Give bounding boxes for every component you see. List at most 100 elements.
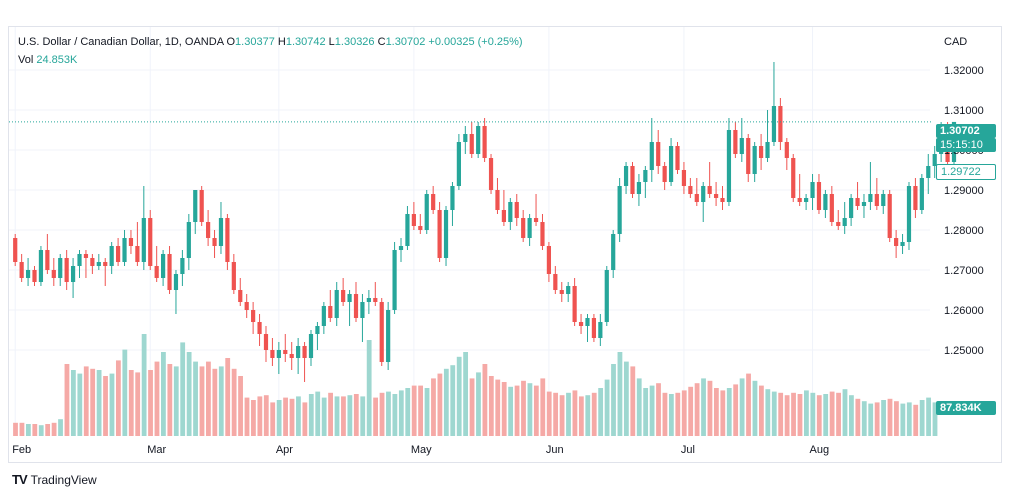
candle[interactable] [591,314,597,342]
candle[interactable] [900,234,905,254]
candle[interactable] [765,110,770,162]
candle[interactable] [778,98,783,150]
candle[interactable] [868,162,873,210]
candle[interactable] [161,250,166,286]
candle[interactable] [849,194,854,226]
candle[interactable] [186,214,191,270]
candle[interactable] [823,190,828,218]
candle[interactable] [726,118,732,206]
candle[interactable] [668,138,674,186]
candle[interactable] [913,178,918,218]
candle[interactable] [45,234,50,274]
candle[interactable] [527,214,532,246]
candle[interactable] [122,230,127,266]
candle[interactable] [64,250,69,290]
candle[interactable] [636,174,642,206]
candle[interactable] [771,62,777,146]
candle[interactable] [450,182,455,226]
candle[interactable] [173,270,179,314]
candle[interactable] [32,266,37,286]
candle[interactable] [103,258,108,286]
candle[interactable] [578,314,584,334]
candle[interactable] [13,234,18,266]
candle[interactable] [128,230,134,254]
candle[interactable] [881,190,886,214]
candle[interactable] [193,190,198,234]
candle[interactable] [501,190,506,226]
candle[interactable] [694,178,699,206]
tradingview-branding[interactable]: TV TradingView [12,472,97,487]
candle[interactable] [257,314,262,346]
candle[interactable] [842,202,847,234]
candle[interactable] [225,214,230,270]
candle[interactable] [315,322,320,350]
candle[interactable] [437,202,442,262]
candle[interactable] [617,178,622,242]
candle[interactable] [598,314,603,346]
candle[interactable] [270,338,275,366]
candle[interactable] [308,330,314,366]
candle[interactable] [919,174,924,214]
candle[interactable] [495,178,500,214]
candle[interactable] [739,118,744,162]
candle[interactable] [77,250,82,278]
candle[interactable] [405,206,410,250]
candle[interactable] [212,230,217,258]
candle[interactable] [476,122,481,158]
candle[interactable] [829,186,834,226]
candle[interactable] [321,302,326,334]
candle[interactable] [649,118,654,182]
candle[interactable] [19,254,24,282]
candle[interactable] [566,282,571,302]
candle[interactable] [392,242,397,314]
candle[interactable] [373,282,378,306]
candle[interactable] [707,162,712,198]
candle[interactable] [411,202,416,230]
candle[interactable] [283,334,288,362]
candle[interactable] [623,162,629,194]
candle[interactable] [360,294,365,342]
symbol-title[interactable]: U.S. Dollar / Canadian Dollar, 1D, OANDA [18,36,224,48]
candle[interactable] [572,278,577,326]
candle[interactable] [887,190,892,242]
candle[interactable] [115,238,121,266]
candle[interactable] [836,210,841,230]
candle[interactable] [514,194,519,226]
candle[interactable] [276,342,281,374]
candle[interactable] [231,254,236,294]
candle[interactable] [559,282,564,302]
candle[interactable] [926,154,931,194]
candle[interactable] [341,278,346,306]
candle[interactable] [656,130,661,174]
candle[interactable] [733,122,738,158]
candle[interactable] [752,142,757,182]
candle[interactable] [70,258,76,298]
candle[interactable] [90,254,95,274]
candle[interactable] [804,194,809,210]
candle[interactable] [154,246,159,282]
candle[interactable] [180,250,185,286]
candle[interactable] [431,186,436,214]
candle[interactable] [797,174,802,206]
currency-label[interactable]: CAD [944,36,968,48]
candle[interactable] [681,162,687,194]
candle[interactable] [463,126,468,154]
candle[interactable] [688,178,693,198]
candle[interactable] [347,290,352,326]
candle[interactable] [546,242,552,282]
candle[interactable] [553,266,558,294]
candle[interactable] [810,174,815,210]
candle[interactable] [379,298,384,366]
candle[interactable] [206,210,211,246]
candle[interactable] [675,142,680,174]
candle[interactable] [424,190,429,234]
candle[interactable] [366,290,371,314]
candle[interactable] [713,182,719,206]
candle[interactable] [906,182,912,250]
candle[interactable] [296,338,301,374]
candle[interactable] [83,250,89,278]
candle[interactable] [167,246,172,294]
volume-label[interactable]: Vol [18,54,34,66]
candle[interactable] [746,134,751,182]
